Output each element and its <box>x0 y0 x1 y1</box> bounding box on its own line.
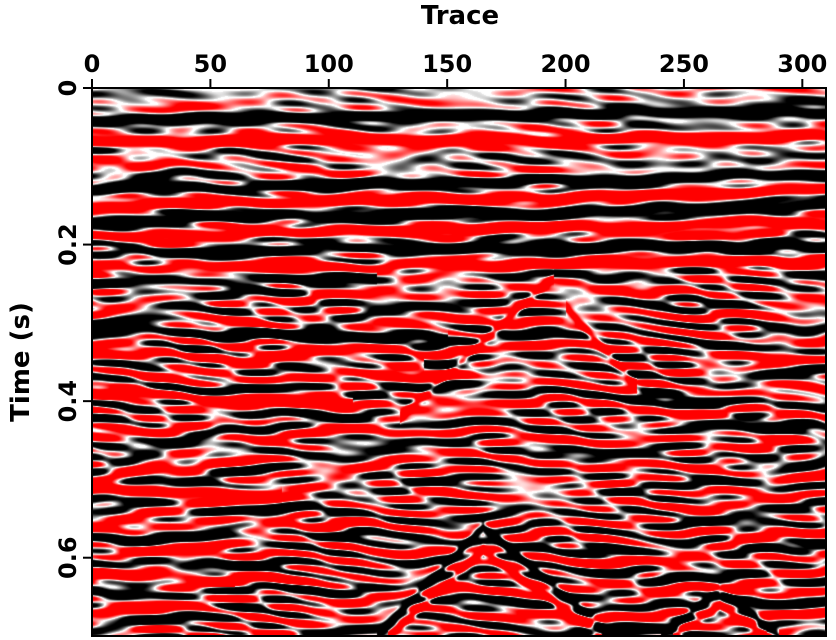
plot-frame <box>91 87 827 637</box>
x-axis-ticks: 0 50 100 150 200 250 300 <box>84 50 827 88</box>
x-tick-label: 50 <box>194 50 227 78</box>
seismic-amplitude-image <box>92 88 826 636</box>
x-tick-label: 250 <box>659 50 709 78</box>
y-tick-label: 0.4 <box>54 380 82 423</box>
x-tick-label: 300 <box>777 50 827 78</box>
x-tick-label: 200 <box>540 50 590 78</box>
x-axis-title: Trace <box>421 1 499 31</box>
x-tick-label: 0 <box>84 50 101 78</box>
y-tick-label: 0.6 <box>54 536 82 579</box>
y-axis-ticks: 0 0.2 0.4 0.6 <box>54 80 92 579</box>
x-tick-label: 150 <box>422 50 472 78</box>
y-tick-label: 0 <box>54 80 82 97</box>
y-tick-label: 0.2 <box>54 223 82 266</box>
y-axis-title: Time (s) <box>6 302 36 422</box>
x-tick-label: 100 <box>304 50 354 78</box>
